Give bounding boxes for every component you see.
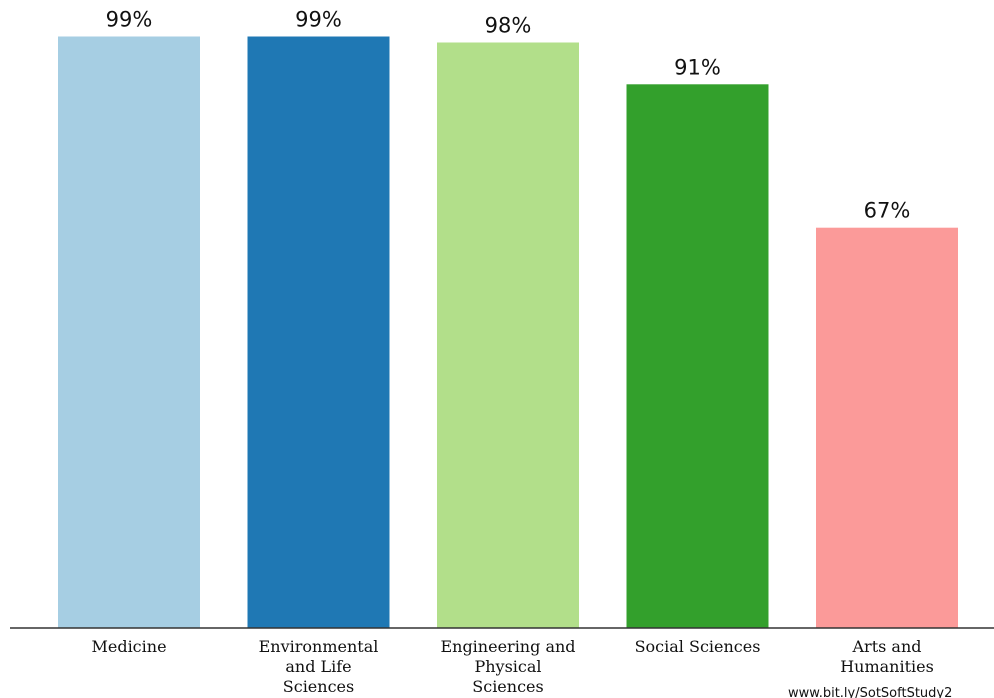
- category-label-line: Medicine: [91, 637, 166, 656]
- bar-0: [58, 36, 200, 628]
- category-label-4: Arts and Humanities: [840, 637, 934, 676]
- bar-3: [626, 84, 769, 629]
- value-label-1: 99%: [295, 8, 342, 32]
- category-label-0: Medicine: [91, 637, 166, 656]
- category-label-line: Social Sciences: [635, 637, 761, 656]
- value-label-3: 91%: [674, 55, 721, 79]
- bar-1: [247, 36, 390, 628]
- bar-4: [816, 227, 958, 628]
- value-label-4: 67%: [864, 199, 911, 223]
- category-label-line: Physical: [474, 657, 541, 676]
- category-label-2: Engineering and Physical Sciences: [440, 637, 575, 696]
- value-label-2: 98%: [485, 14, 532, 38]
- category-label-line: Engineering and: [440, 637, 575, 656]
- bars-layer: [58, 36, 958, 629]
- category-label-line: Humanities: [840, 657, 934, 676]
- category-label-line: and Life: [285, 657, 351, 676]
- category-label-line: Sciences: [283, 677, 354, 696]
- value-labels-layer: 99% 99% 98% 91% 67%: [106, 8, 911, 223]
- category-label-line: Sciences: [472, 677, 543, 696]
- category-labels-layer: Medicine Environmental and Life SciencesEng…: [91, 637, 933, 696]
- bar-2: [437, 42, 579, 628]
- category-label-line: Arts and: [851, 637, 921, 656]
- value-label-0: 99%: [106, 8, 153, 32]
- watermark-text: www.bit.ly/SotSoftStudy2: [788, 686, 952, 698]
- category-label-1: Environmental and Life Sciences: [259, 637, 379, 696]
- category-label-3: Social Sciences: [635, 637, 761, 656]
- category-label-line: Environmental: [259, 637, 379, 656]
